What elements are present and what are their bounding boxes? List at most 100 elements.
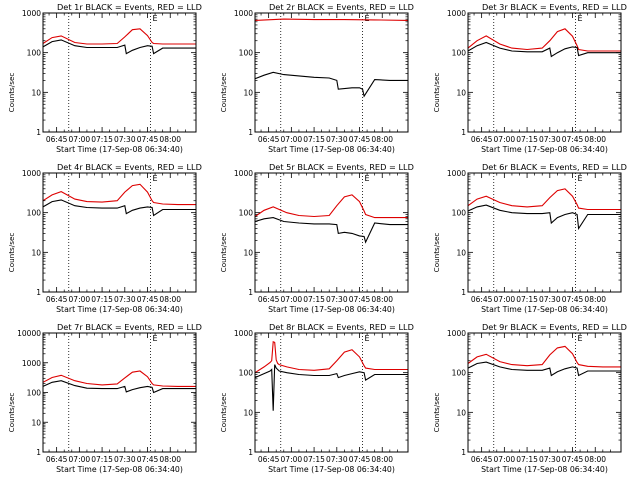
x-axis-label: Start Time (17-Sep-08 06:34:40)	[268, 465, 395, 474]
y-tick-label: 10	[456, 408, 466, 417]
y-tick-label: 1000	[234, 169, 253, 178]
x-tick-label: 07:00	[69, 455, 91, 464]
y-tick-label: 1	[461, 128, 466, 137]
y-tick-label: 1	[461, 288, 466, 297]
y-tick-label: 100	[239, 49, 254, 58]
x-tick-label: 07:30	[326, 135, 348, 144]
flag-label: E	[153, 14, 158, 23]
series-lld	[42, 370, 196, 387]
y-tick-label: 1000	[22, 9, 41, 18]
panel-det-6: Det 6r BLACK = Events, RED = LLD E 1 10 100 1…	[432, 162, 627, 314]
x-tick-label: 07:15	[516, 135, 538, 144]
x-tick-label: 07:30	[114, 295, 136, 304]
panel-title: Det 4r BLACK = Events, RED = LLD	[57, 162, 202, 172]
x-tick-label: 07:15	[91, 295, 113, 304]
x-tick-label: 07:45	[137, 455, 159, 464]
x-tick-label: 06:45	[46, 135, 68, 144]
y-tick-label: 1000	[234, 9, 253, 18]
plot-frame	[467, 332, 622, 453]
plot-frame	[254, 332, 409, 453]
x-tick-label: 08:00	[371, 135, 393, 144]
y-tick-label: 1	[248, 448, 253, 457]
y-tick-label: 1000	[447, 329, 466, 338]
y-tick-label: 1000	[22, 359, 41, 368]
y-tick-label: 1	[36, 448, 41, 457]
panel-title: Det 7r BLACK = Events, RED = LLD	[57, 322, 202, 332]
x-tick-label: 07:30	[326, 295, 348, 304]
x-axis-label: Start Time (17-Sep-08 06:34:40)	[56, 305, 183, 314]
x-tick-label: 08:00	[371, 295, 393, 304]
x-tick-label: 07:00	[494, 455, 516, 464]
series-lld	[254, 194, 408, 219]
panel-det-3: Det 3r BLACK = Events, RED = LLD E 1 10 100 1…	[432, 2, 627, 154]
x-tick-label: 06:45	[258, 135, 280, 144]
panel-det-2: Det 2r BLACK = Events, RED = LLD E 1 10 100 1…	[219, 2, 414, 154]
flag-label: E	[578, 174, 583, 183]
panel-det-8: Det 8r BLACK = Events, RED = LLD E 1 10 100 1…	[219, 322, 414, 474]
flag-label: E	[153, 334, 158, 343]
series-events	[254, 71, 408, 98]
x-tick-label: 07:30	[539, 295, 561, 304]
series-events	[254, 364, 408, 411]
x-tick-label: 08:00	[159, 455, 181, 464]
panel-det-9: Det 9r BLACK = Events, RED = LLD E 1 10 100 1…	[432, 322, 627, 474]
x-tick-label: 06:45	[258, 455, 280, 464]
y-tick-label: 100	[239, 369, 254, 378]
y-tick-label: 10000	[17, 329, 41, 338]
y-tick-label: 10	[31, 88, 41, 97]
x-tick-label: 07:30	[326, 455, 348, 464]
x-axis-label: Start Time (17-Sep-08 06:34:40)	[268, 145, 395, 154]
y-axis-label: Counts/sec	[7, 393, 16, 433]
x-tick-label: 07:45	[349, 295, 371, 304]
y-tick-label: 10	[243, 408, 253, 417]
series-lld	[42, 28, 196, 45]
x-tick-label: 07:45	[562, 295, 584, 304]
x-axis-label: Start Time (17-Sep-08 06:34:40)	[481, 145, 608, 154]
x-tick-label: 07:15	[91, 455, 113, 464]
x-tick-label: 07:00	[494, 295, 516, 304]
x-tick-label: 07:00	[281, 295, 303, 304]
y-tick-label: 100	[239, 209, 254, 218]
plot-frame	[42, 332, 197, 453]
panel-det-1: Det 1r BLACK = Events, RED = LLD E 1 10 100 1…	[7, 2, 202, 154]
x-tick-label: 06:45	[471, 455, 493, 464]
series-lld	[467, 188, 621, 211]
series-events	[467, 361, 621, 377]
x-tick-label: 06:45	[46, 295, 68, 304]
x-tick-label: 06:45	[471, 295, 493, 304]
x-tick-label: 07:30	[114, 455, 136, 464]
series-events	[254, 217, 408, 244]
series-events	[42, 380, 196, 394]
y-tick-label: 1	[461, 448, 466, 457]
series-lld	[254, 18, 409, 21]
series-events	[467, 41, 621, 58]
x-axis-label: Start Time (17-Sep-08 06:34:40)	[56, 465, 183, 474]
x-tick-label: 07:00	[281, 455, 303, 464]
series-lld	[254, 341, 408, 374]
plot-frame	[467, 12, 622, 133]
y-tick-label: 10	[31, 418, 41, 427]
x-tick-label: 07:00	[69, 295, 91, 304]
y-axis-label: Counts/sec	[432, 73, 441, 113]
flag-label: E	[578, 14, 583, 23]
flag-label: E	[365, 334, 370, 343]
y-tick-label: 1000	[447, 169, 466, 178]
series-lld	[42, 183, 196, 206]
plot-frame	[42, 172, 197, 293]
y-tick-label: 1	[36, 288, 41, 297]
y-tick-label: 10	[243, 88, 253, 97]
x-tick-label: 08:00	[159, 135, 181, 144]
x-tick-label: 07:15	[516, 295, 538, 304]
x-tick-label: 07:15	[303, 135, 325, 144]
y-tick-label: 100	[27, 389, 42, 398]
flag-label: E	[365, 14, 370, 23]
panel-det-5: Det 5r BLACK = Events, RED = LLD E 1 10 100 1…	[219, 162, 414, 314]
y-axis-label: Counts/sec	[432, 393, 441, 433]
x-tick-label: 07:45	[137, 135, 159, 144]
panel-det-7: Det 7r BLACK = Events, RED = LLD E 1 10 100 1…	[7, 322, 202, 474]
y-tick-label: 10	[456, 88, 466, 97]
plot-frame	[254, 172, 409, 293]
y-tick-label: 100	[452, 49, 467, 58]
x-tick-label: 07:00	[281, 135, 303, 144]
x-tick-label: 08:00	[584, 295, 606, 304]
